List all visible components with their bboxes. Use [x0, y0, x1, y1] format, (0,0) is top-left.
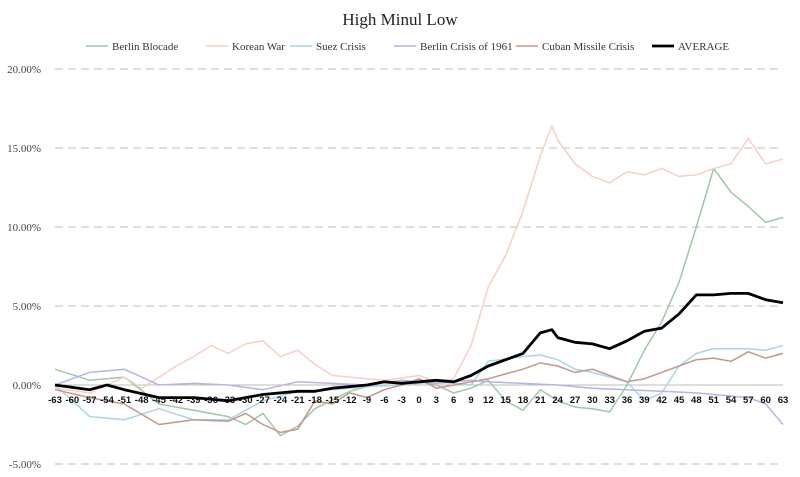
legend-label: Suez Crisis: [316, 41, 366, 53]
x-tick-label: 9: [468, 395, 473, 406]
series-line: [54, 351, 784, 434]
x-tick-label: 51: [708, 395, 719, 406]
y-axis: -5.00% 0.00% 5.00% 10.00% 15.00% 20.00%: [7, 64, 41, 471]
series-line: [54, 368, 784, 425]
x-tick-label: 18: [518, 395, 529, 406]
x-tick-label: 3: [434, 395, 439, 406]
x-tick-label: 36: [622, 395, 633, 406]
legend-label: Korean War: [232, 41, 285, 53]
x-tick-label: 60: [760, 395, 771, 406]
x-tick-label: 42: [656, 395, 667, 406]
series-lines: [54, 125, 784, 437]
y-tick-label: 20.00%: [7, 64, 41, 76]
x-tick-label: -9: [363, 395, 371, 406]
x-axis: -63 -60 -57 -54 -51 -48 -45 -42 -39 -36 -33 -30 -27-…: [48, 395, 788, 406]
chart-title: High Minul Low: [342, 10, 458, 29]
x-tick-label: -57: [83, 395, 97, 406]
x-tick-label: -45: [152, 395, 166, 406]
x-tick-label: 48: [691, 395, 702, 406]
x-tick-label: -33: [221, 395, 235, 406]
x-tick-label: 30: [587, 395, 598, 406]
series-line: [54, 292, 784, 403]
y-tick-label: 0.00%: [13, 380, 41, 392]
x-tick-label: -3: [397, 395, 405, 406]
y-tick-label: 10.00%: [7, 222, 41, 234]
x-tick-label: -51: [117, 395, 131, 406]
x-tick-label: -15: [325, 395, 339, 406]
x-tick-label: 27: [570, 395, 581, 406]
x-tick-label: -48: [135, 395, 149, 406]
x-tick-label: 45: [674, 395, 685, 406]
legend: Berlin Blocade Korean War Suez Crisis Berli…: [86, 41, 729, 53]
series-line: [54, 125, 784, 394]
x-tick-label: 33: [604, 395, 615, 406]
x-tick-label: -63: [48, 395, 62, 406]
x-tick-label: -42: [169, 395, 183, 406]
x-tick-label: -18: [308, 395, 322, 406]
y-tick-label: -5.00%: [9, 459, 41, 471]
y-tick-label: 15.00%: [7, 143, 41, 155]
x-tick-label: 12: [483, 395, 494, 406]
legend-label: Berlin Crisis of 1961: [420, 41, 513, 53]
x-tick-label: 15: [500, 395, 511, 406]
x-tick-label: 0: [416, 395, 421, 406]
x-tick-label: -39: [187, 395, 201, 406]
x-tick-label: 57: [743, 395, 754, 406]
x-tick-label: -27: [256, 395, 270, 406]
x-tick-label: -60: [65, 395, 79, 406]
x-tick-label: -36: [204, 395, 218, 406]
y-tick-label: 5.00%: [13, 301, 41, 313]
series-line: [54, 167, 784, 437]
x-tick-label: -12: [343, 395, 357, 406]
x-tick-label: -54: [100, 395, 114, 406]
x-tick-label: 54: [726, 395, 737, 406]
x-tick-label: -30: [239, 395, 253, 406]
x-tick-label: 63: [778, 395, 789, 406]
series-line: [54, 344, 784, 421]
x-tick-label: 6: [451, 395, 456, 406]
legend-label: Berlin Blocade: [112, 41, 178, 53]
gridlines: [55, 68, 783, 465]
legend-label: Cuban Missile Crisis: [542, 41, 634, 53]
x-tick-label: -6: [380, 395, 388, 406]
x-tick-label: -24: [273, 395, 287, 406]
legend-label: AVERAGE: [678, 41, 729, 53]
x-tick-label: -21: [291, 395, 305, 406]
x-tick-label: 21: [535, 395, 546, 406]
x-tick-label: 39: [639, 395, 650, 406]
x-tick-label: 24: [552, 395, 563, 406]
